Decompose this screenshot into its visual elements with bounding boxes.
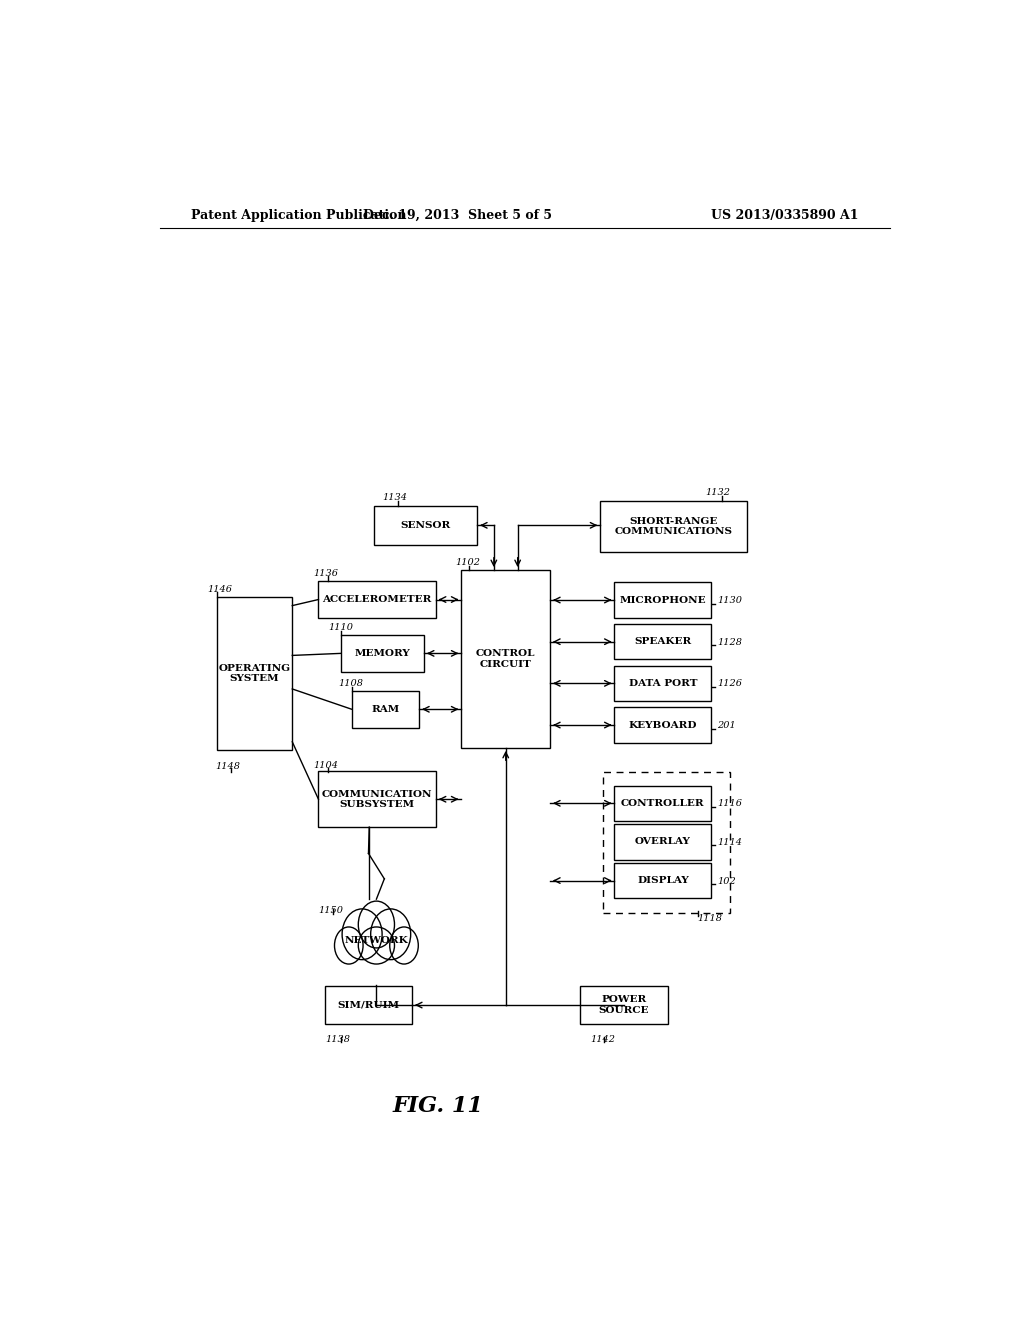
Bar [614, 582, 712, 618]
Text: CONTROLLER: CONTROLLER [622, 799, 705, 808]
Text: US 2013/0335890 A1: US 2013/0335890 A1 [711, 209, 858, 222]
Bar [341, 635, 424, 672]
Text: MICROPHONE: MICROPHONE [620, 595, 707, 605]
Bar [600, 500, 748, 552]
Bar [318, 771, 436, 828]
Text: RAM: RAM [372, 705, 399, 714]
Ellipse shape [342, 909, 382, 960]
Bar [614, 665, 712, 701]
Text: 1150: 1150 [318, 906, 343, 915]
Text: 1142: 1142 [590, 1035, 614, 1044]
Bar [352, 690, 419, 727]
Bar [602, 772, 729, 912]
Text: 1148: 1148 [215, 762, 241, 771]
Text: 102: 102 [717, 876, 735, 886]
Text: CONTROL
CIRCUIT: CONTROL CIRCUIT [476, 649, 536, 669]
Bar [581, 986, 668, 1024]
Bar [217, 598, 292, 750]
Bar [374, 506, 477, 545]
Text: 1102: 1102 [456, 558, 480, 568]
Text: 1128: 1128 [717, 638, 741, 647]
Text: SPEAKER: SPEAKER [634, 638, 691, 647]
Text: SENSOR: SENSOR [400, 521, 451, 529]
Ellipse shape [335, 927, 364, 964]
Bar [614, 785, 712, 821]
Text: SIM/RUIM: SIM/RUIM [337, 1001, 399, 1010]
Text: 1126: 1126 [717, 680, 741, 688]
Bar [325, 986, 412, 1024]
Text: MEMORY: MEMORY [354, 649, 411, 657]
Text: FIG. 11: FIG. 11 [392, 1094, 483, 1117]
Text: 201: 201 [717, 721, 735, 730]
Text: 1110: 1110 [328, 623, 353, 632]
Text: ACCELEROMETER: ACCELEROMETER [323, 595, 432, 605]
Text: 1138: 1138 [325, 1035, 350, 1044]
Text: 1104: 1104 [313, 760, 339, 770]
Text: OVERLAY: OVERLAY [635, 837, 691, 846]
Text: DATA PORT: DATA PORT [629, 678, 697, 688]
Text: OPERATING
SYSTEM: OPERATING SYSTEM [218, 664, 291, 684]
Text: KEYBOARD: KEYBOARD [629, 721, 697, 730]
Text: POWER
SOURCE: POWER SOURCE [599, 995, 649, 1015]
Text: DISPLAY: DISPLAY [637, 876, 689, 884]
Bar [614, 708, 712, 743]
Text: COMMUNICATION
SUBSYSTEM: COMMUNICATION SUBSYSTEM [322, 789, 432, 809]
Text: SHORT-RANGE
COMMUNICATIONS: SHORT-RANGE COMMUNICATIONS [614, 516, 732, 536]
Ellipse shape [371, 909, 411, 960]
Text: 1108: 1108 [338, 680, 364, 688]
Bar [461, 570, 550, 748]
Bar [614, 824, 712, 859]
Text: 1146: 1146 [207, 585, 232, 594]
Bar [318, 581, 436, 618]
Ellipse shape [358, 902, 394, 948]
Text: 1118: 1118 [697, 915, 723, 923]
Bar [614, 863, 712, 899]
Text: 1116: 1116 [717, 800, 741, 808]
Text: 1136: 1136 [313, 569, 339, 578]
Text: 1130: 1130 [717, 597, 741, 605]
Text: 1114: 1114 [717, 838, 741, 847]
Ellipse shape [390, 927, 418, 964]
Text: Dec. 19, 2013  Sheet 5 of 5: Dec. 19, 2013 Sheet 5 of 5 [362, 209, 552, 222]
Text: NETWORK: NETWORK [344, 936, 409, 945]
Text: Patent Application Publication: Patent Application Publication [191, 209, 407, 222]
Text: 1134: 1134 [382, 494, 407, 503]
Text: 1132: 1132 [706, 488, 731, 498]
Bar [614, 624, 712, 660]
Ellipse shape [358, 927, 394, 964]
